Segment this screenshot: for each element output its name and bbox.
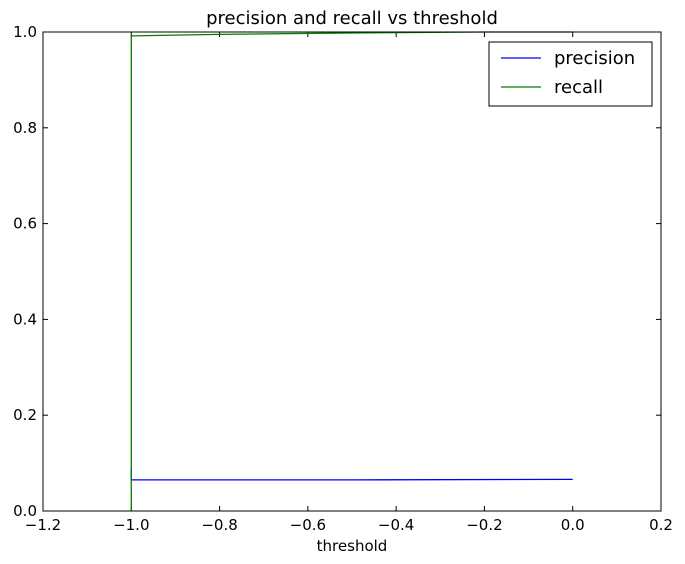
x-tick-label: −1.2 bbox=[25, 516, 61, 534]
plot-frame bbox=[42, 31, 662, 512]
x-tick-label: −0.2 bbox=[466, 516, 502, 534]
y-tick-label: 0.2 bbox=[13, 406, 37, 424]
y-tick-label: 0.0 bbox=[13, 502, 37, 520]
legend-label-recall: recall bbox=[554, 77, 603, 98]
plot-background bbox=[43, 32, 661, 511]
y-tick-label: 0.4 bbox=[13, 310, 37, 328]
x-tick-label: 0.0 bbox=[561, 516, 585, 534]
y-tick-label: 0.6 bbox=[13, 215, 37, 233]
tick-labels: −1.2 −1.0 −0.8 −0.6 −0.4 −0.2 0.0 0.2 0.0 0.2 0.4 0… bbox=[13, 23, 673, 534]
y-tick-label: 1.0 bbox=[13, 23, 37, 41]
x-tick-label: −0.6 bbox=[290, 516, 326, 534]
x-tick-label: −1.0 bbox=[113, 516, 149, 534]
x-tick-label: −0.8 bbox=[201, 516, 237, 534]
x-tick-label: −0.4 bbox=[378, 516, 414, 534]
x-tick-label: 0.2 bbox=[649, 516, 673, 534]
x-axis-label: threshold bbox=[317, 537, 388, 555]
legend-label-precision: precision bbox=[554, 48, 635, 69]
chart-title: precision and recall vs threshold bbox=[206, 8, 498, 29]
y-tick-label: 0.8 bbox=[13, 119, 37, 137]
legend: precision recall bbox=[488, 41, 653, 107]
legend-box bbox=[488, 41, 653, 107]
